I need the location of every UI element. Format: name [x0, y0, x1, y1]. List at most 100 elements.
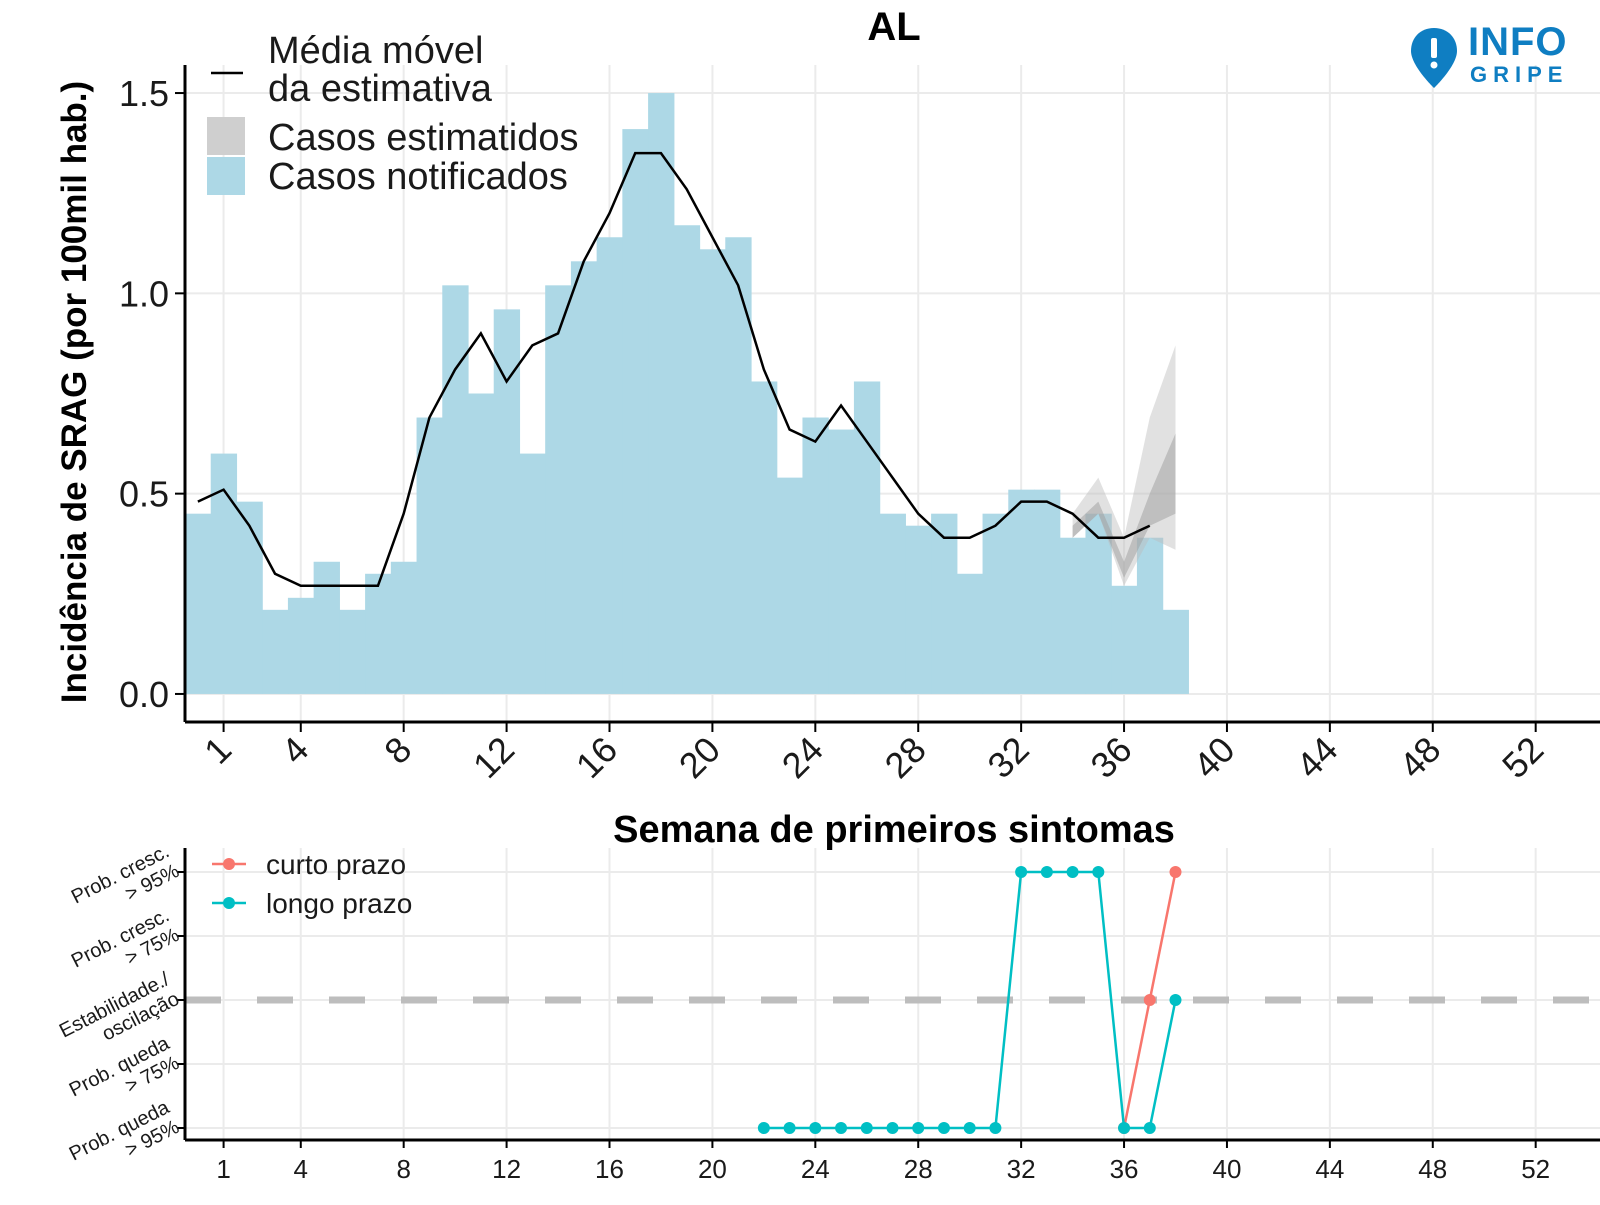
- top-x-tick-label: 8: [376, 729, 419, 772]
- trend-point-longo-prazo: [1169, 994, 1182, 1006]
- top-x-tick-label: 40: [1185, 729, 1242, 786]
- location-pin-icon: [1411, 28, 1457, 88]
- trend-point-longo-prazo: [783, 1122, 796, 1134]
- top-y-tick-label: 1.5: [119, 73, 169, 114]
- bar-casos-notificados: [545, 285, 572, 694]
- trend-point-longo-prazo: [1143, 1122, 1156, 1134]
- legend-key-point-longo-prazo: [223, 897, 235, 909]
- top-x-tick-label: 20: [671, 729, 728, 786]
- trend-point-longo-prazo: [963, 1122, 976, 1134]
- top-y-tick-label: 1.0: [119, 273, 169, 314]
- bar-casos-notificados: [596, 237, 623, 694]
- legend-label-media-movel: Média móvel: [268, 30, 483, 72]
- bottom-x-tick-label: 32: [1007, 1154, 1036, 1184]
- bar-casos-notificados: [905, 525, 932, 694]
- top-x-tick-label: 52: [1494, 729, 1551, 786]
- bar-casos-notificados: [931, 513, 958, 694]
- bottom-x-tick-label: 1: [216, 1154, 230, 1184]
- trend-point-longo-prazo: [1092, 866, 1105, 878]
- legend-label-longo-prazo: longo prazo: [266, 888, 412, 919]
- bottom-legend: curto prazo longo prazo: [212, 849, 412, 919]
- bottom-x-tick-label: 28: [904, 1154, 933, 1184]
- top-estimate-band: [1072, 345, 1176, 586]
- bottom-x-tick-label: 44: [1315, 1154, 1344, 1184]
- top-x-tick-label: 48: [1391, 729, 1448, 786]
- top-x-tick-label: 12: [465, 729, 522, 786]
- bottom-x-tick-label: 8: [396, 1154, 410, 1184]
- bar-casos-notificados: [1008, 489, 1035, 694]
- bar-casos-notificados: [1034, 489, 1061, 694]
- bar-casos-notificados: [802, 417, 829, 694]
- bottom-x-tick-label: 48: [1418, 1154, 1447, 1184]
- trend-point-longo-prazo: [989, 1122, 1002, 1134]
- logo-text-top: INFO: [1468, 20, 1568, 64]
- legend-label-casos-estimados: Casos estimatidos: [268, 117, 578, 159]
- bar-casos-notificados: [751, 381, 778, 694]
- trend-point-longo-prazo: [835, 1122, 848, 1134]
- y-axis-label: Incidência de SRAG (por 100mil hab.): [55, 81, 94, 703]
- bottom-x-tick-label: 16: [595, 1154, 624, 1184]
- bar-casos-notificados: [1111, 585, 1138, 694]
- bar-casos-notificados: [262, 609, 289, 694]
- x-axis-label: Semana de primeiros sintomas: [613, 809, 1175, 851]
- trend-point-longo-prazo: [886, 1122, 899, 1134]
- top-bars: [185, 93, 1189, 694]
- bar-casos-notificados: [982, 513, 1009, 694]
- trend-point-longo-prazo: [912, 1122, 925, 1134]
- bottom-x-tick-label: 40: [1212, 1154, 1241, 1184]
- bar-casos-notificados: [879, 513, 906, 694]
- legend-label-media-movel: da estimativa: [268, 68, 493, 110]
- top-x-tick-label: 16: [568, 729, 625, 786]
- bar-casos-notificados: [390, 561, 418, 694]
- trend-point-longo-prazo: [809, 1122, 822, 1134]
- top-x-tick-label: 28: [877, 729, 934, 786]
- top-x-tick-label: 1: [196, 729, 239, 772]
- bar-casos-notificados: [648, 93, 675, 694]
- moving-average-line: [197, 151, 1151, 588]
- infogripe-logo: INFO GRIPE: [1408, 22, 1588, 92]
- bar-casos-notificados: [673, 225, 701, 694]
- top-grid: [185, 65, 1600, 722]
- bottom-y-tick-label: Prob. queda> 95%: [66, 1096, 184, 1185]
- trend-point-longo-prazo: [757, 1122, 770, 1134]
- trend-point-longo-prazo: [1066, 866, 1079, 878]
- bar-casos-notificados: [236, 501, 263, 694]
- bar-casos-notificados: [287, 597, 315, 694]
- bar-casos-notificados: [313, 561, 340, 694]
- bar-casos-notificados: [416, 417, 443, 694]
- bar-casos-notificados: [185, 513, 212, 694]
- trend-point-longo-prazo: [860, 1122, 873, 1134]
- bar-casos-notificados: [1059, 537, 1087, 694]
- trend-point-longo-prazo: [1015, 866, 1028, 878]
- bar-casos-notificados: [828, 429, 855, 694]
- estimate-band-inner: [1072, 433, 1176, 578]
- bar-casos-notificados: [519, 453, 546, 694]
- bottom-x-tick-label: 4: [294, 1154, 308, 1184]
- trend-point-longo-prazo: [937, 1122, 950, 1134]
- top-x-tick-label: 4: [273, 729, 316, 772]
- bottom-trend-lines: [757, 866, 1182, 1134]
- bar-casos-notificados: [956, 573, 984, 694]
- trend-point-curto-prazo: [1143, 994, 1156, 1006]
- bottom-x-tick-label: 20: [698, 1154, 727, 1184]
- bottom-x-tick-label: 12: [492, 1154, 521, 1184]
- bottom-x-tick-label: 36: [1110, 1154, 1139, 1184]
- bottom-x-tick-label: 24: [801, 1154, 830, 1184]
- bar-casos-notificados: [776, 477, 804, 694]
- top-x-tick-label: 24: [774, 729, 831, 786]
- top-moving-average: [197, 151, 1151, 588]
- bar-casos-notificados: [493, 309, 521, 694]
- bar-casos-notificados: [442, 285, 469, 694]
- trend-point-longo-prazo: [1118, 1122, 1131, 1134]
- top-y-tick-label: 0.0: [119, 674, 169, 715]
- bar-casos-notificados: [468, 393, 495, 694]
- chart-title: AL: [867, 5, 920, 49]
- top-y-tick-label: 0.5: [119, 474, 169, 515]
- logo-text-bottom: GRIPE: [1470, 62, 1569, 87]
- trend-point-curto-prazo: [1169, 866, 1182, 878]
- trend-point-longo-prazo: [1040, 866, 1053, 878]
- bar-casos-notificados: [570, 261, 598, 694]
- top-x-tick-label: 32: [979, 729, 1036, 786]
